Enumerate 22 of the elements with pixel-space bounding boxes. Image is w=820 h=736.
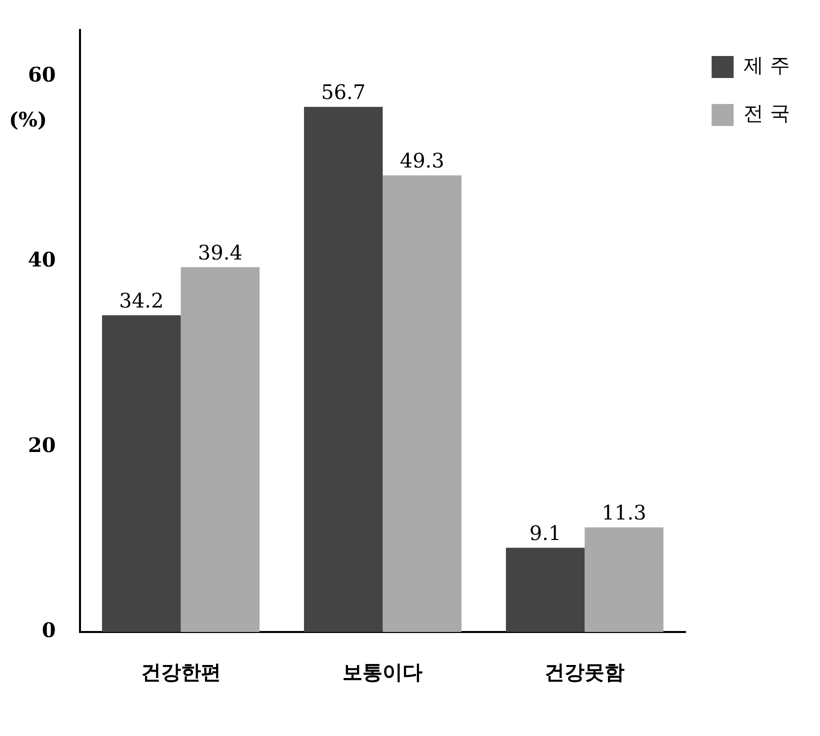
data-label: 34.2 bbox=[119, 288, 164, 312]
bar bbox=[102, 315, 181, 632]
bar bbox=[304, 106, 383, 632]
data-label: 9.1 bbox=[529, 520, 562, 545]
bar bbox=[584, 527, 664, 632]
data-label: 11.3 bbox=[602, 500, 646, 525]
legend-label: 전 국 bbox=[744, 101, 790, 126]
bar bbox=[506, 548, 585, 632]
y-tick-label: 60 bbox=[28, 62, 56, 87]
bar bbox=[382, 175, 462, 632]
y-tick-label: 0 bbox=[42, 618, 56, 642]
y-axis-title: (%) bbox=[9, 108, 47, 132]
x-tick-label: 보통이다 bbox=[342, 660, 423, 684]
x-tick-label: 건강한편 bbox=[140, 660, 221, 684]
data-label: 49.3 bbox=[400, 148, 444, 173]
x-tick-label: 건강못함 bbox=[544, 660, 625, 684]
bar bbox=[180, 267, 260, 632]
y-tick-label: 20 bbox=[28, 432, 56, 457]
y-tick-label: 40 bbox=[28, 248, 56, 272]
data-label: 39.4 bbox=[198, 240, 242, 264]
legend-label: 제 주 bbox=[744, 53, 790, 78]
data-label: 56.7 bbox=[321, 80, 366, 104]
